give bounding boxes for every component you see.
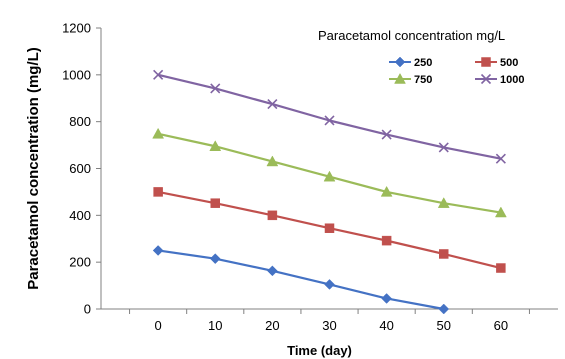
legend-label: 1000 <box>500 74 524 86</box>
data-point <box>324 223 335 233</box>
y-axis-title: Paracetamol concentration (mg/L) <box>25 47 42 290</box>
x-tick-label: 0 <box>155 318 162 333</box>
data-point-stroke <box>267 99 278 110</box>
y-tick-label: 800 <box>69 114 91 129</box>
series-group <box>152 69 507 315</box>
data-point <box>209 140 222 152</box>
x-axis-title: Time (day) <box>287 343 352 358</box>
series-750 <box>152 127 507 218</box>
x-tick-label: 20 <box>265 318 279 333</box>
legend-item-500: 500 <box>475 57 518 69</box>
data-point <box>480 73 492 85</box>
data-point-stroke <box>438 142 449 153</box>
series-1000 <box>153 69 506 164</box>
data-point <box>267 99 278 110</box>
y-tick-label: 600 <box>69 161 91 176</box>
data-point <box>153 69 164 80</box>
x-tick-label: 10 <box>208 318 222 333</box>
data-point-stroke <box>381 129 392 140</box>
data-point <box>152 245 164 256</box>
data-point-stroke <box>210 83 221 94</box>
y-tick-label: 1000 <box>62 67 91 82</box>
data-point <box>323 170 336 182</box>
series-250 <box>152 245 450 315</box>
data-point <box>267 265 278 277</box>
data-point <box>381 293 392 304</box>
data-point <box>394 72 406 84</box>
series-line <box>157 249 444 311</box>
data-point <box>381 235 392 246</box>
data-point <box>394 56 406 68</box>
legend-item-750: 750 <box>389 72 432 86</box>
y-tick-label: 200 <box>69 255 91 270</box>
data-point-stroke <box>153 69 164 80</box>
data-point <box>152 127 165 139</box>
legend-label: 750 <box>414 74 432 86</box>
legend-label: 500 <box>500 57 518 69</box>
x-tick-label: 40 <box>379 318 393 333</box>
data-point <box>380 185 393 197</box>
data-point <box>324 279 335 290</box>
legend-label: 250 <box>414 57 432 69</box>
data-point <box>481 57 491 67</box>
ticks: 0 200 400 600 800 1000 1200 0 10 20 30 40 50 60 <box>62 21 530 333</box>
data-point <box>267 210 278 221</box>
axes <box>100 28 558 310</box>
data-point <box>266 155 279 167</box>
data-point <box>210 198 220 208</box>
series-500 <box>153 187 506 273</box>
legend-title: Paracetamol concentration mg/L <box>318 28 505 43</box>
data-point <box>438 142 449 153</box>
x-tick-label: 30 <box>322 318 336 333</box>
legend: Paracetamol concentration mg/L 250 500 750… <box>318 28 524 86</box>
data-point <box>210 83 221 94</box>
data-point <box>496 263 506 273</box>
y-tick-label: 400 <box>69 208 91 223</box>
legend-item-1000: 1000 <box>475 73 524 86</box>
y-tick-label: 0 <box>84 302 91 317</box>
x-tick-label: 50 <box>437 318 451 333</box>
data-point-stroke <box>495 153 506 164</box>
data-point <box>494 206 507 218</box>
data-point <box>495 153 506 164</box>
data-point <box>153 187 163 197</box>
data-point-stroke <box>480 73 492 85</box>
data-point <box>439 249 449 259</box>
data-point-stroke <box>324 115 335 126</box>
data-point <box>438 303 450 315</box>
data-point <box>437 197 450 208</box>
x-tick-label: 60 <box>494 318 508 333</box>
data-point <box>209 253 221 265</box>
data-point <box>324 115 335 126</box>
y-tick-label: 1200 <box>62 21 91 36</box>
data-point <box>381 129 392 140</box>
legend-item-250: 250 <box>389 56 432 69</box>
